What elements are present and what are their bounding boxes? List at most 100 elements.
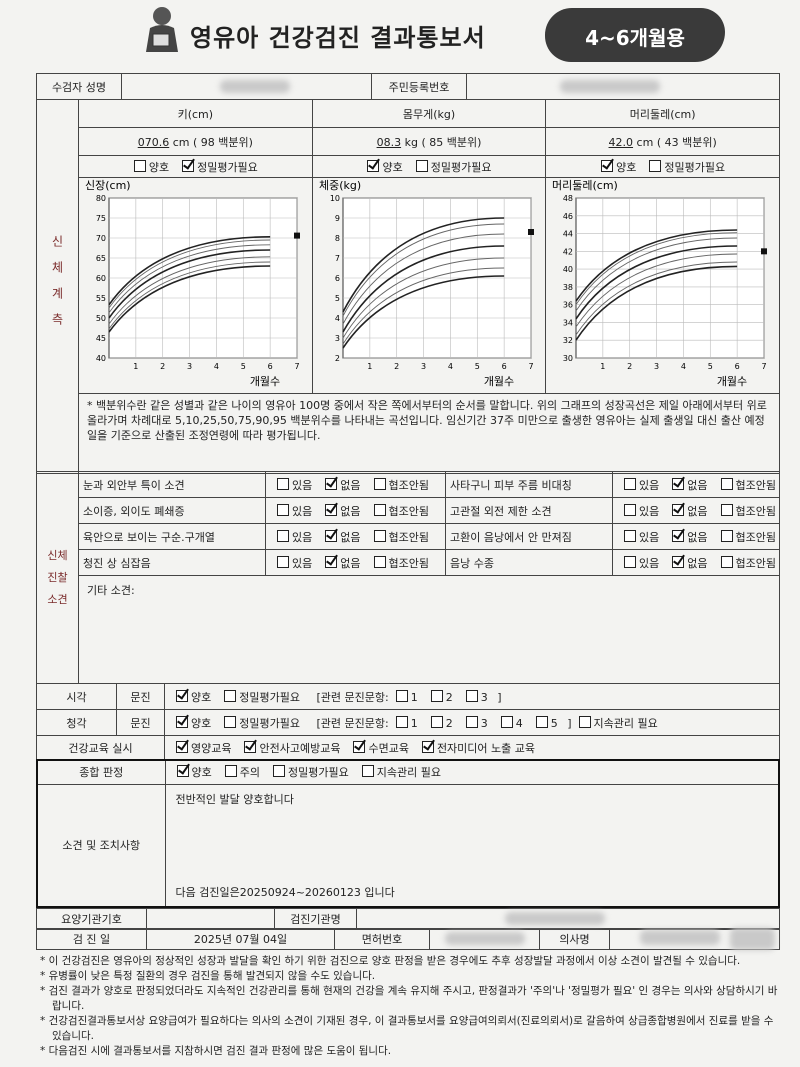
y-tick-label: 45 [96, 334, 106, 343]
x-tick-label: 2 [627, 362, 632, 371]
y-tick-label: 2 [335, 354, 340, 363]
checkbox [624, 555, 636, 568]
related-label: [관련 문진문항: [316, 690, 389, 704]
checkbox-option: 있음 [617, 555, 659, 570]
redacted [560, 80, 660, 93]
checkbox [672, 503, 685, 516]
x-tick-label: 2 [394, 362, 399, 371]
percentile: ( 85 백분위) [421, 135, 482, 149]
checkbox-option: 양호 [360, 159, 403, 174]
identity-table: 수검자 성명 주민등록번호 [36, 73, 780, 100]
checkbox-option: 있음 [270, 555, 312, 570]
checkbox-option: 전자미디어 노출 교육 [415, 740, 535, 755]
checkbox [415, 159, 428, 172]
other-findings: 기타 소견: [78, 575, 780, 684]
x-tick-label: 6 [735, 362, 740, 371]
y-axis-label: 체중(kg) [319, 179, 361, 192]
y-axis-label: 머리둘레(cm) [552, 179, 618, 192]
checkbox [325, 555, 338, 568]
checkbox [720, 555, 733, 568]
rrn-label: 주민등록번호 [371, 73, 467, 100]
redacted [445, 932, 525, 945]
measure-value: 070.6 [137, 135, 170, 149]
x-tick-label: 5 [708, 362, 713, 371]
checkbox-option: 양호 [594, 159, 636, 174]
footnotes: * 이 건강검진은 영유아의 정상적인 성장과 발달을 확인 하기 위한 검진으… [40, 954, 780, 1059]
measurement-marker [761, 248, 768, 255]
y-tick-label: 75 [96, 214, 106, 223]
options: 있음 없음 협조안됨 [265, 471, 446, 498]
checkbox-option: 지속관리 필요 [572, 715, 658, 730]
checkbox [325, 503, 338, 516]
screening-table: 시각 문진 양호 정밀평가필요 [관련 문진문항: 1 2 3 ] 청각 문진 양호 정밀평가… [36, 683, 780, 760]
exam-item: 고환이 음낭에서 안 만져짐 [445, 523, 613, 550]
options: 영양교육 안전사고예방교육 수면교육 전자미디어 노출 교육 [164, 735, 780, 760]
percentile-curve [342, 233, 504, 325]
row-label: 종합 판정 [36, 759, 166, 785]
x-tick-label: 4 [448, 362, 453, 371]
x-tick-label: 7 [528, 362, 533, 371]
y-tick-label: 10 [329, 194, 339, 203]
footnote: * 유병률이 낮은 특정 질환의 경우 검진을 통해 발견되지 않을 수도 있습… [40, 970, 376, 982]
exam-table: 신체 진찰 소견 눈과 외안부 특이 소견 있음 없음 협조안됨 사타구니 피부 주름 비… [36, 471, 780, 684]
percentile-curve [108, 244, 271, 314]
label-line: 진찰 [47, 570, 68, 584]
checkbox [277, 503, 289, 516]
options: 양호 주의 정밀평가필요 지속관리 필요 [164, 759, 780, 785]
x-tick-label: 6 [268, 362, 273, 371]
checkbox [649, 159, 662, 172]
checkbox-option: 양호 [127, 159, 169, 174]
checkbox [672, 555, 685, 568]
cell-label: 검 진 일 [36, 928, 147, 950]
options: 양호 정밀평가필요 [78, 155, 313, 178]
y-tick-label: 3 [335, 334, 340, 343]
percentile: ( 98 백분위) [192, 135, 253, 149]
y-tick-label: 70 [96, 234, 106, 243]
institution-table: 요양기관기호 검진기관명 [36, 908, 780, 930]
checkbox-option: 없음 [665, 503, 708, 518]
y-tick-label: 80 [96, 194, 106, 203]
checkbox-option: 있음 [270, 503, 312, 518]
checkbox [421, 740, 434, 753]
y-tick-label: 30 [563, 354, 573, 363]
checkbox [277, 529, 289, 542]
row-label: 청각 [36, 709, 117, 736]
x-tick-label: 3 [421, 362, 426, 371]
title: 영유아 건강검진 결과통보서 [190, 24, 486, 52]
redacted [505, 912, 605, 925]
percentile-curve [108, 249, 271, 319]
checkbox-option: 협조안됨 [367, 529, 429, 544]
checkbox-option: 안전사고예방교육 [237, 740, 340, 755]
percentile-curve [342, 257, 504, 339]
x-tick-label: 5 [241, 362, 246, 371]
x-tick-label: 6 [501, 362, 506, 371]
next-exam: 다음 검진일은20250924~20260123 입니다 [175, 886, 395, 899]
y-tick-label: 60 [96, 274, 106, 283]
y-tick-label: 36 [563, 301, 573, 310]
percentile-curve [342, 267, 504, 345]
exam-item: 소이증, 외이도 폐쇄증 [78, 497, 266, 524]
y-tick-label: 65 [96, 254, 106, 263]
y-tick-label: 40 [563, 265, 573, 274]
cell-label: 의사명 [539, 928, 610, 950]
method: 문진 [116, 709, 165, 736]
checkbox [373, 503, 386, 516]
checkbox-option: 양호 [169, 715, 211, 730]
unit: cm [172, 135, 190, 149]
checkbox-option: 주의 [218, 765, 260, 779]
options: 있음 없음 협조안됨 [612, 471, 780, 498]
checkbox [672, 477, 685, 490]
x-tick-label: 1 [133, 362, 138, 371]
opinion-cell: 전반적인 발달 양호합니다 다음 검진일은20250924~20260123 입… [164, 783, 780, 908]
checkbox-option: 없음 [665, 529, 708, 544]
checkbox [373, 477, 386, 490]
checkbox-option: 양호 [169, 689, 211, 704]
x-tick-label: 2 [160, 362, 165, 371]
redacted [640, 930, 720, 945]
redacted [730, 928, 775, 950]
checkbox [624, 529, 636, 542]
checkbox-option: 1 [389, 715, 418, 730]
method: 문진 [116, 683, 165, 710]
